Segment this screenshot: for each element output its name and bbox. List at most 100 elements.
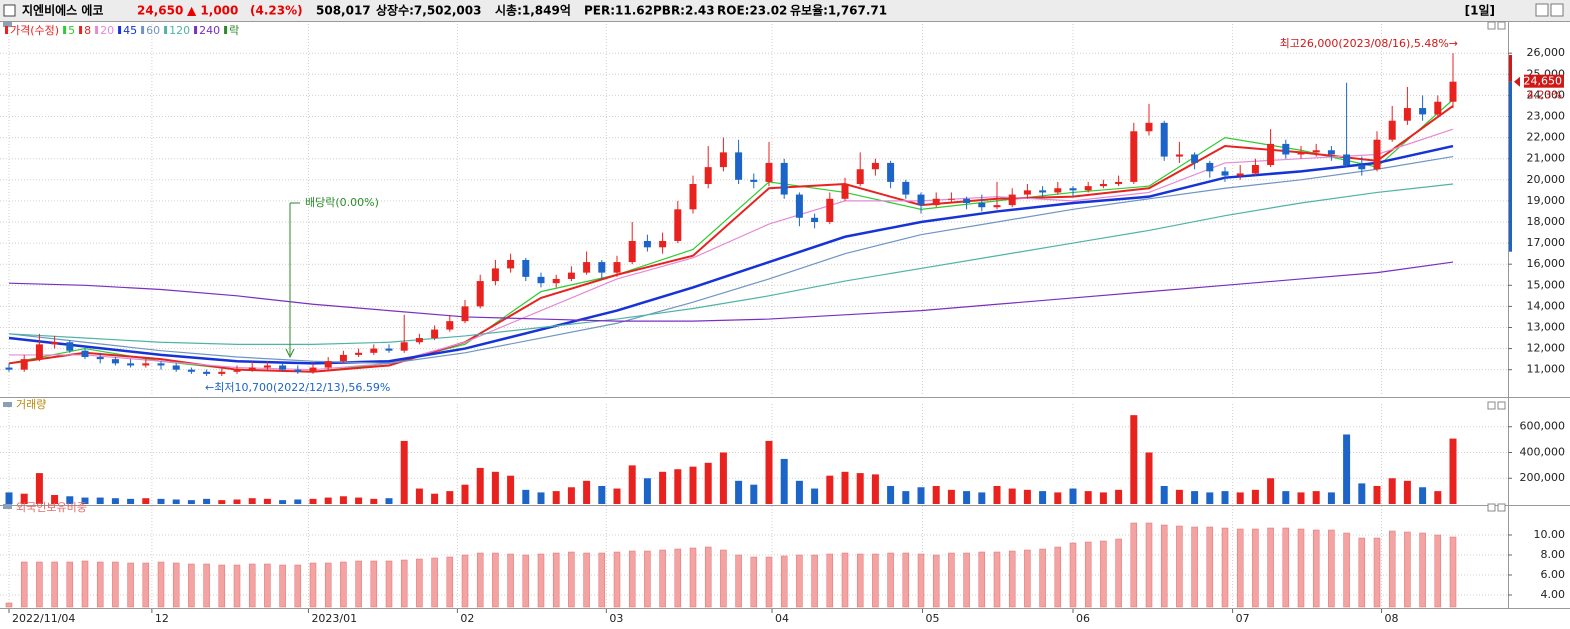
y-tick-label: 10.00 <box>1534 528 1566 541</box>
volume-bar <box>1145 452 1153 504</box>
y-tick-label: 17,000 <box>1527 236 1566 249</box>
pane-button[interactable] <box>1487 401 1496 410</box>
current-price: 24,650 <box>1524 75 1563 88</box>
ownership-bar <box>628 550 636 608</box>
ownership-bar <box>400 559 408 608</box>
candle-body <box>81 350 89 358</box>
volume-bar <box>856 473 864 504</box>
volume-bar <box>1008 488 1016 504</box>
volume-bar <box>355 497 363 504</box>
close-button[interactable] <box>1550 3 1564 17</box>
candle-body <box>400 342 408 351</box>
candle-body <box>932 198 940 206</box>
candle-body <box>1251 165 1259 174</box>
ownership-bar <box>598 552 606 608</box>
ownership-bar <box>1449 536 1457 608</box>
pane-button[interactable] <box>1497 503 1506 512</box>
candle-body <box>1008 194 1016 206</box>
ownership-bar <box>993 551 1001 608</box>
candle-body <box>1054 188 1062 193</box>
candle-body <box>431 329 439 339</box>
legend-label: 60 <box>146 24 160 37</box>
volume-bar <box>1099 492 1107 504</box>
minimize-button[interactable] <box>1535 3 1549 17</box>
moving-average <box>9 128 1454 371</box>
volume-bar <box>871 474 879 504</box>
y-tick-label: 15,000 <box>1527 278 1566 291</box>
volume-bar <box>628 465 636 504</box>
volume-bar <box>1449 438 1457 504</box>
ownership-bar <box>264 563 271 608</box>
pane-button[interactable] <box>1497 21 1506 30</box>
volume-bar <box>887 485 895 504</box>
ownership-bar <box>36 561 43 608</box>
volume-bar <box>1434 491 1442 504</box>
volume-bar <box>750 484 758 504</box>
ownership-bar <box>720 549 727 608</box>
dividend-arrow <box>285 348 295 359</box>
y-tick-label: 400,000 <box>1520 445 1566 458</box>
candle-body <box>461 306 469 322</box>
pbr: PBR:2.43 <box>653 4 715 18</box>
ownership-bar <box>1206 526 1214 608</box>
volume-bar <box>1327 492 1335 504</box>
x-tick-label: 05 <box>926 612 940 625</box>
candle-body <box>1039 190 1047 193</box>
y-tick-label: 21,000 <box>1527 152 1566 165</box>
candle-body <box>1115 181 1123 185</box>
ownership-bar <box>537 553 545 608</box>
y-tick-label: 4.00 <box>1541 588 1566 601</box>
ownership-bar <box>963 552 970 608</box>
ownership-bar <box>1328 529 1335 608</box>
candle-body <box>1069 188 1077 191</box>
candle-body <box>263 365 271 368</box>
volume-bar <box>932 485 940 504</box>
pane-title: 거래량 <box>16 398 46 411</box>
y-tick-label: 200,000 <box>1520 471 1566 484</box>
scroll-indicator <box>1509 55 1512 82</box>
ownership-bar <box>856 553 864 608</box>
volume-bar <box>613 488 621 504</box>
candle-body <box>1434 101 1442 115</box>
ownership-bar <box>1267 527 1274 608</box>
volume-bar <box>172 499 180 504</box>
ownership-bar <box>917 553 925 608</box>
volume-bar <box>1054 492 1062 504</box>
volume: 508,017 <box>316 4 371 18</box>
volume-bar <box>1419 487 1427 504</box>
y-tick-label: 24,000 <box>1527 88 1566 101</box>
volume-bar <box>218 500 226 504</box>
candle-body <box>294 369 302 372</box>
checkbox[interactable] <box>3 4 16 17</box>
candle-body <box>613 262 621 273</box>
candle-body <box>1099 184 1107 187</box>
volume-bar <box>111 498 119 504</box>
volume-bar <box>476 467 484 504</box>
volume-bar <box>993 485 1001 504</box>
volume-bar <box>1267 478 1275 504</box>
pane-button[interactable] <box>1487 503 1496 512</box>
price-box <box>1524 74 1564 88</box>
legend-label: 45 <box>123 24 137 37</box>
period[interactable]: [1일] <box>1465 4 1495 18</box>
candle-body <box>871 162 879 170</box>
candle-body <box>51 342 59 345</box>
y-tick-label: 19,000 <box>1527 194 1566 207</box>
ownership-bar <box>188 563 195 608</box>
ownership-bar <box>127 562 134 608</box>
pane-button[interactable] <box>1497 401 1506 410</box>
pane-button[interactable] <box>1487 21 1496 30</box>
volume-bar <box>1160 485 1168 504</box>
volume-bar <box>659 471 667 504</box>
x-tick-label: 03 <box>609 612 623 625</box>
y-tick-label: 13,000 <box>1527 320 1566 333</box>
ownership-bar <box>948 552 955 608</box>
candle-body <box>1145 122 1153 132</box>
pane-title: 외국인보유비중 <box>16 501 87 514</box>
ownership-bar <box>142 562 150 608</box>
candle-body <box>750 179 758 182</box>
cap: 시총:1,849억 <box>495 3 571 18</box>
candle-body <box>1221 171 1229 176</box>
ownership-bar <box>507 553 514 608</box>
